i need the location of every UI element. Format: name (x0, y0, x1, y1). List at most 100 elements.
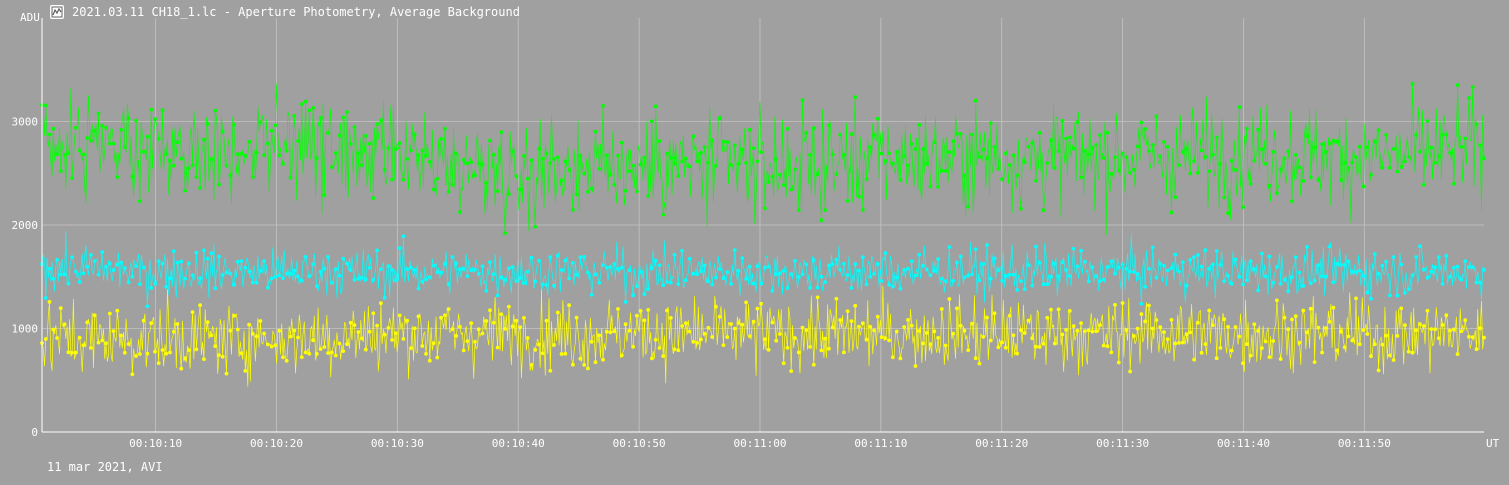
series-0-point (371, 196, 376, 201)
series-1-point (1384, 259, 1388, 264)
series-0-point (1482, 156, 1486, 161)
series-0-point (469, 160, 474, 165)
series-2-point (333, 353, 338, 358)
series-1-point (781, 269, 786, 273)
series-0-point (540, 156, 545, 161)
series-2-point (1226, 325, 1230, 329)
series-1-point (1165, 268, 1170, 273)
series-2-point (864, 337, 869, 342)
series-2-point (405, 318, 410, 323)
series-0-point (1312, 145, 1317, 150)
series-1-point (616, 267, 620, 271)
series-0-point (887, 151, 891, 156)
series-1-point (1007, 272, 1012, 277)
series-0-point (819, 218, 824, 223)
series-2-point (326, 351, 330, 355)
series-2-point (1444, 313, 1449, 318)
series-1-point (1207, 267, 1212, 271)
series-0-point (1474, 122, 1479, 127)
series-0-point (955, 131, 959, 136)
series-1-point (1109, 259, 1114, 264)
series-0-point (683, 156, 688, 161)
series-2-point (153, 349, 157, 354)
series-1-point (96, 272, 101, 277)
series-1-point (397, 246, 402, 251)
series-0-point (1290, 199, 1294, 204)
series-0-point (1297, 165, 1302, 170)
series-0-point (356, 151, 361, 156)
light-curve-app-icon[interactable] (50, 5, 64, 19)
series-2-point (827, 346, 831, 351)
series-0-point (1267, 183, 1272, 188)
series-1-point (284, 271, 289, 276)
series-1-point (1000, 278, 1004, 283)
x-tick-label: 00:11:00 (733, 437, 786, 450)
series-0-point (1188, 171, 1193, 176)
series-2-point (928, 342, 933, 347)
series-2-point (465, 339, 470, 344)
series-2-point (1399, 306, 1404, 311)
series-0-point (1293, 152, 1298, 157)
series-0-point (796, 208, 801, 212)
series-0-point (235, 152, 240, 157)
axes (41, 18, 1484, 433)
series-2-point (1007, 313, 1012, 318)
series-0-point (1421, 182, 1426, 187)
series-1-point (796, 275, 801, 279)
series-0-point (220, 129, 225, 134)
series-0-point (1229, 158, 1234, 163)
series-0-point (811, 126, 816, 131)
series-1-point (262, 259, 266, 263)
series-0-point (1244, 126, 1249, 131)
series-1-point (1399, 262, 1404, 267)
series-0-point (1369, 172, 1373, 177)
x-tick-label: 00:10:20 (250, 437, 303, 450)
series-0-point (239, 151, 244, 156)
series-2-point (1425, 308, 1430, 313)
series-1-point (1169, 266, 1174, 270)
series-1-point (559, 268, 564, 272)
series-2-point (1286, 327, 1291, 332)
series-1-point (988, 276, 993, 281)
series-0-point (917, 123, 922, 127)
series-0-point (1452, 181, 1456, 186)
series-2-point (860, 321, 865, 326)
series-0-point (853, 95, 858, 100)
series-0-point (394, 147, 398, 152)
series-1-point (250, 280, 255, 285)
series-0-point (985, 156, 989, 161)
series-0-point (921, 147, 925, 151)
series-1-point (1470, 265, 1475, 269)
series-1-point (1041, 282, 1046, 287)
series-0-point (548, 161, 553, 166)
series-0-point (81, 152, 86, 157)
series-1-point (89, 253, 93, 257)
series-0-point (932, 140, 937, 145)
series-1-point (134, 264, 139, 269)
series-1-point (446, 282, 451, 287)
series-2-point (872, 328, 876, 333)
series-1-point (1132, 270, 1136, 274)
series-0-point (450, 182, 455, 187)
series-0-point (348, 142, 353, 146)
series-1-point (379, 267, 383, 272)
series-2-point (318, 347, 323, 351)
series-0-point (586, 189, 590, 194)
series-0-point (164, 152, 169, 157)
series-1-point (1233, 257, 1238, 262)
series-1-point (107, 261, 112, 266)
series-2-point (729, 322, 733, 326)
series-2-point (571, 362, 575, 367)
series-0-point (284, 148, 289, 153)
series-2-point (1158, 325, 1163, 330)
series-2-point (1395, 334, 1400, 338)
series-0-point (996, 166, 1001, 171)
series-1-point (958, 254, 963, 259)
series-0-point (1086, 152, 1091, 157)
y-axis-label: ADU (20, 11, 40, 24)
series-1-point (183, 276, 188, 281)
series-1-point (1052, 261, 1057, 266)
series-1-point (1019, 279, 1023, 284)
series-2-point (1196, 320, 1200, 325)
